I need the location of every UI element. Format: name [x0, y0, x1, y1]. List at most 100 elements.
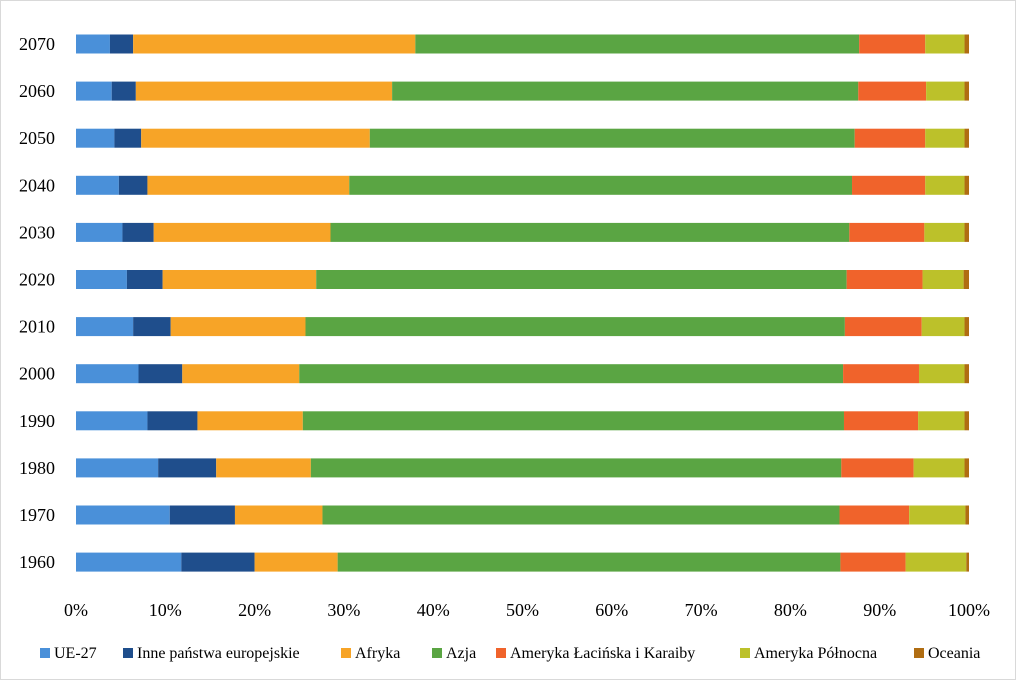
bar-2040-inne-panstwa-europejskie — [118, 175, 148, 195]
legend-label-oceania: Oceania — [928, 645, 980, 662]
bar-2030-ameryka-lacinska-i-karaiby — [849, 222, 925, 242]
legend-swatch-oceania — [914, 648, 924, 658]
bar-1960-ameryka-lacinska-i-karaiby — [840, 552, 906, 572]
bar-2020-oceania — [963, 270, 969, 289]
y-tick-label: 2030 — [19, 222, 55, 242]
bar-2050-afryka — [141, 128, 370, 148]
bars-layer — [76, 34, 970, 572]
x-tick-label: 100% — [948, 600, 990, 620]
bar-2020-ue-27 — [76, 270, 127, 289]
y-tick-label: 1970 — [19, 505, 55, 525]
bar-1990-inne-panstwa-europejskie — [147, 411, 198, 431]
x-tick-label: 60% — [595, 600, 628, 620]
bar-2020-ameryka-lacinska-i-karaiby — [846, 270, 923, 289]
bar-1960-ue-27 — [76, 552, 182, 572]
legend-label-ameryka-polnocna: Ameryka Północna — [754, 645, 877, 662]
bar-1960-afryka — [254, 552, 338, 572]
x-tick-label: 70% — [685, 600, 718, 620]
bar-1970-ue-27 — [76, 505, 170, 525]
bar-2070-ameryka-lacinska-i-karaiby — [859, 34, 926, 54]
bar-2070-oceania — [964, 34, 970, 54]
bar-1970-azja — [322, 505, 840, 525]
y-tick-label: 1980 — [19, 458, 55, 478]
bar-1980-azja — [310, 458, 842, 478]
bar-2010-oceania — [964, 317, 969, 337]
bar-2000-inne-panstwa-europejskie — [138, 364, 183, 384]
legend-swatch-ameryka-polnocna — [740, 648, 750, 658]
bar-2010-ameryka-lacinska-i-karaiby — [844, 317, 922, 337]
bar-1990-ameryka-lacinska-i-karaiby — [843, 411, 919, 431]
y-tick-label: 2070 — [19, 34, 55, 54]
y-tick-label: 1960 — [19, 552, 55, 572]
bar-2040-ue-27 — [76, 175, 119, 195]
x-axis-tick-labels: 0% 10% 20% 30% 40% 50% 60% 70% 80% 90% 100% — [64, 600, 990, 620]
bar-1990-ue-27 — [76, 411, 148, 431]
bar-2020-afryka — [162, 270, 317, 289]
bar-2040-ameryka-polnocna — [925, 175, 965, 195]
legend-label-inne-panstwa-europejskie: Inne państwa europejskie — [137, 645, 300, 662]
bar-2060-oceania — [964, 81, 969, 101]
y-tick-label: 2050 — [19, 128, 55, 148]
bar-2040-oceania — [964, 175, 970, 195]
bar-2060-afryka — [135, 81, 393, 101]
bar-1980-inne-panstwa-europejskie — [158, 458, 217, 478]
bar-2020-ameryka-polnocna — [922, 270, 964, 289]
bar-2060-ameryka-lacinska-i-karaiby — [858, 81, 927, 101]
bar-2060-ameryka-polnocna — [926, 81, 965, 101]
legend-swatch-inne-panstwa-europejskie — [123, 648, 133, 658]
bar-2000-ameryka-polnocna — [918, 364, 965, 384]
bar-2010-afryka — [170, 317, 306, 337]
legend-swatch-ameryka-lacinska-i-karaiby — [496, 648, 506, 658]
bar-2030-ue-27 — [76, 222, 123, 242]
bar-1980-afryka — [216, 458, 311, 478]
legend-label-azja: Azja — [446, 645, 476, 662]
bar-2060-ue-27 — [76, 81, 112, 101]
bar-2040-azja — [349, 175, 853, 195]
bar-2010-inne-panstwa-europejskie — [133, 317, 171, 337]
bar-2010-ue-27 — [76, 317, 134, 337]
x-tick-label: 20% — [238, 600, 271, 620]
x-tick-label: 30% — [327, 600, 360, 620]
bar-2060-azja — [392, 81, 859, 101]
legend-label-ue-27: UE-27 — [54, 645, 97, 662]
bar-1990-azja — [302, 411, 844, 431]
bar-2000-azja — [299, 364, 844, 384]
x-tick-label: 50% — [506, 600, 539, 620]
bar-2050-ameryka-polnocna — [925, 128, 965, 148]
bar-2070-ue-27 — [76, 34, 110, 54]
bar-2020-inne-panstwa-europejskie — [126, 270, 163, 289]
bar-1980-ue-27 — [76, 458, 159, 478]
bar-1970-inne-panstwa-europejskie — [169, 505, 235, 525]
y-tick-label: 1990 — [19, 411, 55, 431]
bar-2020-azja — [316, 270, 847, 289]
x-tick-label: 90% — [863, 600, 896, 620]
bar-2070-afryka — [133, 34, 416, 54]
bar-2010-ameryka-polnocna — [921, 317, 965, 337]
bar-1970-afryka — [234, 505, 323, 525]
bar-1980-ameryka-polnocna — [913, 458, 965, 478]
bar-2050-azja — [369, 128, 855, 148]
bar-2010-azja — [305, 317, 845, 337]
legend-swatch-ue-27 — [40, 648, 50, 658]
bar-1990-oceania — [964, 411, 969, 431]
bar-2050-ue-27 — [76, 128, 115, 148]
bar-2000-oceania — [964, 364, 969, 384]
bar-1960-ameryka-polnocna — [905, 552, 967, 572]
bar-2030-afryka — [153, 222, 331, 242]
bar-2030-oceania — [964, 222, 969, 242]
y-tick-label: 2020 — [19, 270, 55, 290]
bar-2050-inne-panstwa-europejskie — [114, 128, 142, 148]
legend-swatch-afryka — [341, 648, 351, 658]
bar-2050-ameryka-lacinska-i-karaiby — [854, 128, 926, 148]
bar-2040-afryka — [147, 175, 350, 195]
legend: UE-27 Inne państwa europejskie Afryka Azja A… — [40, 645, 980, 662]
bar-2040-ameryka-lacinska-i-karaiby — [852, 175, 926, 195]
bar-2060-inne-panstwa-europejskie — [111, 81, 136, 101]
bar-1980-ameryka-lacinska-i-karaiby — [841, 458, 914, 478]
bar-2000-ue-27 — [76, 364, 139, 384]
x-tick-label: 80% — [774, 600, 807, 620]
bar-1970-oceania — [965, 505, 969, 525]
bar-1990-afryka — [197, 411, 303, 431]
bar-2030-azja — [330, 222, 850, 242]
